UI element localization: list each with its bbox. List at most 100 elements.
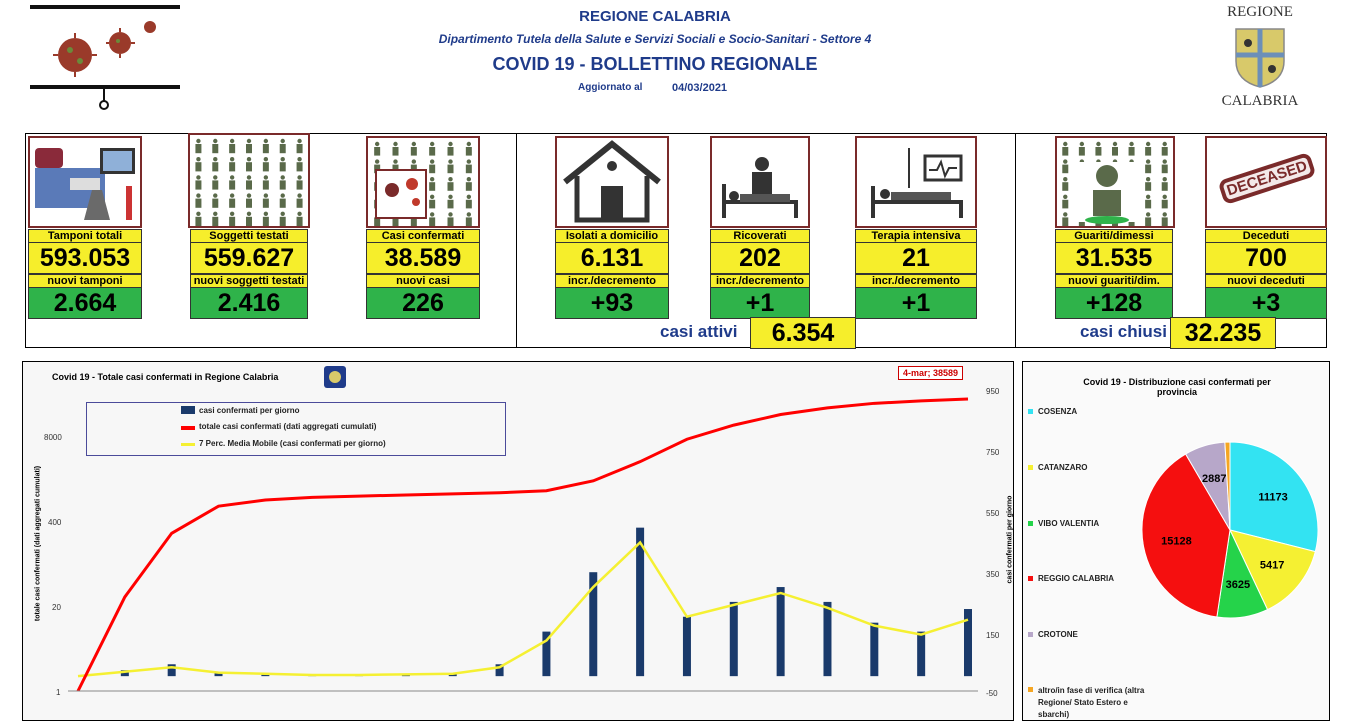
legend-swatch-cosenza	[1028, 409, 1033, 414]
confirmed-cases-image	[366, 136, 480, 228]
cumulative-total-line	[76, 397, 969, 692]
soggetti-label: Soggetti testati	[190, 229, 308, 244]
daily-bar	[167, 664, 176, 677]
y-axis-label: totale casi confermati (dati aggregati c…	[34, 465, 42, 622]
region-logo: REGIONE CALABRIA	[1210, 4, 1310, 112]
recovered-image	[1055, 136, 1175, 228]
deceduti-value: 700	[1205, 242, 1327, 274]
legend-swatch-bars	[181, 406, 195, 414]
isolati-value: 6.131	[555, 242, 669, 274]
legend-entry: 7 Perc. Media Mobile (casi confermati pe…	[199, 439, 386, 448]
lab-equipment-icon	[35, 148, 135, 220]
logo-top-text: REGIONE	[1227, 4, 1293, 20]
daily-bar	[964, 609, 972, 677]
pie-title: Covid 19 - Distribuzione casi confermati…	[1083, 377, 1271, 397]
y2-tick: 750	[986, 448, 1000, 457]
legend-swatch-reggio	[1028, 576, 1033, 581]
daily-bar	[214, 671, 223, 677]
y-tick: 20	[52, 603, 61, 612]
ricoverati-value: 202	[710, 242, 810, 274]
daily-bar	[823, 601, 832, 677]
pie-value-label: 2887	[1202, 473, 1226, 485]
y2-tick: 550	[986, 509, 1000, 518]
guariti-label: Guariti/dimessi	[1055, 229, 1173, 244]
legend-catanzaro: CATANZARO	[1038, 463, 1088, 472]
legend-cosenza: COSENZA	[1038, 407, 1078, 416]
terapia-value: 21	[855, 242, 977, 274]
daily-bar	[542, 631, 551, 677]
divider	[516, 133, 517, 347]
soggetti-value: 559.627	[190, 242, 308, 274]
y2-tick: 350	[986, 570, 1000, 579]
region-title: REGIONE CALABRIA	[579, 8, 731, 25]
region-emblem-icon	[1235, 28, 1285, 88]
moving-average-line	[77, 540, 969, 678]
infected-person-icon	[374, 141, 472, 226]
y-tick: 1	[56, 688, 61, 697]
guariti-value: 31.535	[1055, 242, 1173, 274]
province-pie: 11173 5417 3625 15128 2887 359	[1141, 440, 1319, 619]
pie-value-label: 15128	[1161, 535, 1192, 547]
last-value-annotation: 4-mar; 38589	[898, 366, 964, 380]
legend-reggio: REGGIO CALABRIA	[1038, 574, 1114, 583]
daily-bar	[589, 572, 598, 677]
casi-attivi-value: 6.354	[750, 317, 856, 349]
trend-legend: casi confermati per giorno totale casi c…	[86, 402, 506, 456]
y2-axis-label: casi confermati per giorno	[1006, 495, 1014, 584]
isolati-delta-label: incr./decremento	[555, 274, 669, 289]
y-tick: 400	[48, 518, 62, 527]
hospitalized-image	[710, 136, 810, 228]
legend-crotone: CROTONE	[1038, 630, 1078, 639]
daily-bar	[682, 616, 691, 677]
trend-chart-plot	[68, 397, 978, 692]
daily-bar	[776, 587, 785, 677]
house-icon	[563, 140, 661, 223]
nuovi-soggetti-label: nuovi soggetti testati	[190, 274, 308, 289]
daily-bar	[917, 631, 926, 677]
recovered-person-icon	[1062, 141, 1168, 226]
deceased-stamp: DECEASED	[1217, 151, 1317, 206]
deceased-image: DECEASED	[1205, 136, 1327, 228]
page-title: COVID 19 - BOLLETTINO REGIONALE	[492, 54, 818, 74]
nuovi-tamponi-value: 2.664	[28, 287, 142, 319]
casi-attivi-label: casi attivi	[660, 322, 738, 341]
people-grid-icon	[195, 138, 303, 226]
pie-slice	[1224, 441, 1231, 531]
nuovi-casi-value: 226	[366, 287, 480, 319]
legend-swatch-altro	[1028, 687, 1033, 692]
daily-bar	[729, 601, 738, 677]
y2-tick: -50	[986, 689, 998, 698]
updated-label: Aggiornato al	[578, 82, 643, 93]
daily-bar	[120, 670, 129, 677]
daily-bar	[636, 527, 645, 677]
virus-illustration	[30, 5, 180, 110]
legend-altro: altro/in fase di verifica (altra Regione…	[1038, 686, 1145, 719]
hospital-bed-icon	[722, 157, 798, 218]
department-subtitle: Dipartimento Tutela della Salute e Servi…	[438, 32, 872, 46]
home-isolation-image	[555, 136, 669, 228]
pie-value-label: 11173	[1258, 491, 1287, 503]
icu-monitor-icon	[871, 148, 963, 218]
nuovi-deceduti-label: nuovi deceduti	[1205, 274, 1327, 289]
y-tick: 8000	[44, 433, 62, 442]
lab-equipment-image	[28, 136, 142, 228]
legend-swatch-crotone	[1028, 632, 1033, 637]
legend-entry: totale casi confermati (dati aggregati c…	[199, 422, 377, 431]
pie-slice	[1229, 441, 1319, 553]
logo-bottom-text: CALABRIA	[1221, 93, 1299, 109]
isolati-delta-value: +93	[555, 287, 669, 319]
chart-logo-icon	[324, 366, 346, 388]
daily-bar	[870, 622, 879, 677]
legend-swatch-mavg	[181, 443, 195, 446]
legend-swatch-vibo	[1028, 521, 1033, 526]
terapia-delta-value: +1	[855, 287, 977, 319]
legend-entry: casi confermati per giorno	[199, 406, 300, 415]
y2-tick: 150	[986, 631, 1000, 640]
nuovi-guariti-value: +128	[1055, 287, 1173, 319]
nuovi-soggetti-value: 2.416	[190, 287, 308, 319]
casi-value: 38.589	[366, 242, 480, 274]
pie-slice	[1141, 453, 1231, 618]
legend-swatch-catanzaro	[1028, 465, 1033, 470]
trend-chart-title: Covid 19 - Totale casi confermati in Reg…	[52, 372, 279, 382]
intensive-care-image	[855, 136, 977, 228]
